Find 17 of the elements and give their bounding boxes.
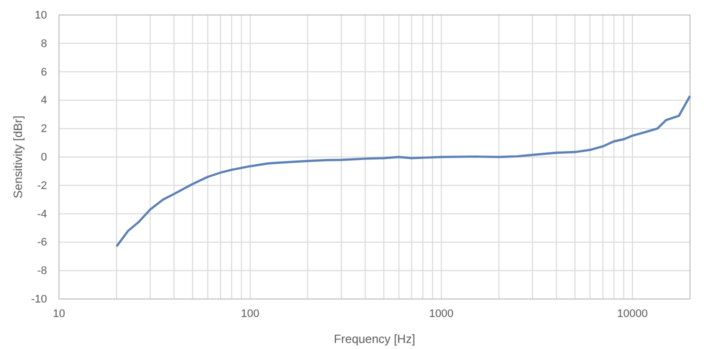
y-tick-label: 8 (40, 38, 47, 50)
x-tick-label: 100 (240, 308, 260, 320)
y-tick-label: 2 (40, 123, 47, 136)
y-tick-label: 0 (40, 152, 47, 164)
y-tick-label: -4 (37, 208, 47, 220)
y-tick-label: 4 (40, 94, 47, 107)
x-tick-label: 10 (52, 308, 66, 320)
y-axis-title: Sensitivity [dBr] (11, 116, 25, 198)
y-tick-label: 6 (40, 66, 47, 78)
y-tick-label: 10 (34, 10, 47, 22)
y-tick-label: -2 (37, 180, 47, 192)
x-axis-title: Frequency [Hz] (334, 332, 416, 346)
y-tick-label: -10 (31, 294, 47, 306)
x-tick-label: 10000 (617, 308, 648, 320)
y-tick-label: -8 (37, 265, 47, 278)
x-tick-label: 1000 (429, 308, 454, 320)
y-tick-label: -6 (37, 236, 47, 249)
